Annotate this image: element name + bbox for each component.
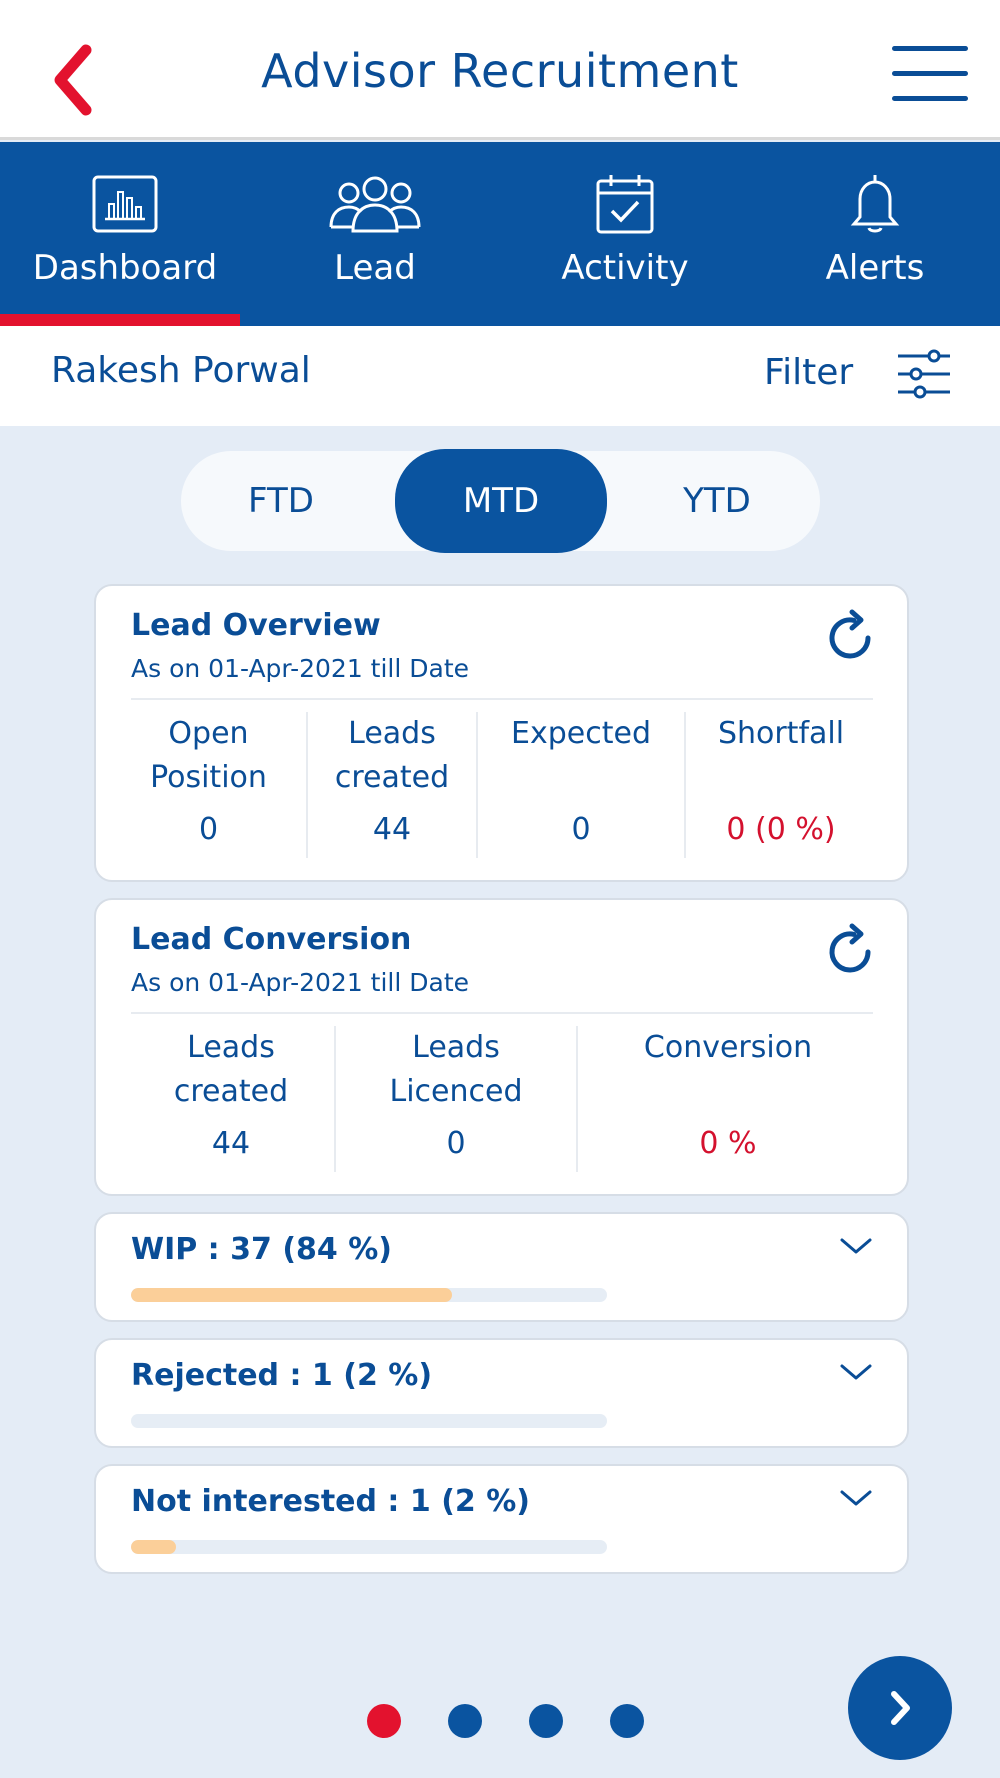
filter-button[interactable]: Filter [764, 352, 854, 393]
stat-value: 0 [571, 812, 591, 847]
chevron-down-icon[interactable] [838, 1234, 874, 1260]
stat-value: 0 % [699, 1126, 757, 1161]
card-title: Lead Conversion [131, 922, 412, 957]
calendar-check-icon [570, 166, 680, 242]
tab-lead[interactable]: Lead [250, 142, 500, 326]
divider [334, 1026, 336, 1172]
stat-label: Leads [412, 1030, 500, 1065]
period-mtd[interactable]: MTD [395, 449, 607, 553]
user-filter-row: Rakesh Porwal Filter [0, 326, 1000, 426]
progress-fill [131, 1540, 177, 1554]
divider [684, 712, 686, 858]
period-ftd[interactable]: FTD [248, 481, 314, 521]
back-arrow-icon[interactable] [46, 42, 106, 118]
next-page-button[interactable] [848, 1656, 952, 1760]
not-interested-status-card[interactable]: Not interested : 1 (2 %) [94, 1464, 909, 1574]
card-title: Rejected : 1 (2 %) [131, 1358, 433, 1393]
stat-label: created [173, 1074, 289, 1109]
progress-bar [131, 1414, 607, 1428]
progress-fill [131, 1288, 453, 1302]
stat-label: Licenced [389, 1074, 523, 1109]
lead-overview-card: Lead Overview As on 01-Apr-2021 till Dat… [94, 584, 909, 882]
stat-conversion: Conversion 0 % [578, 1026, 878, 1172]
tab-label: Alerts [825, 248, 925, 288]
stat-label: Open [168, 716, 249, 751]
card-title: Not interested : 1 (2 %) [131, 1484, 530, 1519]
bar-chart-icon [70, 166, 180, 242]
tab-label: Dashboard [32, 248, 218, 288]
tab-alerts[interactable]: Alerts [750, 142, 1000, 326]
divider [131, 698, 873, 700]
stat-leads-created: Leads created 44 [308, 712, 476, 858]
wip-status-card[interactable]: WIP : 37 (84 %) [94, 1212, 909, 1322]
chevron-right-icon [891, 1691, 910, 1725]
divider [576, 1026, 578, 1172]
divider [131, 1012, 873, 1014]
stat-shortfall: Shortfall 0 (0 %) [686, 712, 876, 858]
chevron-down-icon[interactable] [838, 1360, 874, 1386]
period-segmented-control: FTD MTD YTD [181, 449, 820, 553]
active-tab-indicator [0, 314, 240, 326]
rejected-status-card[interactable]: Rejected : 1 (2 %) [94, 1338, 909, 1448]
user-name: Rakesh Porwal [51, 350, 311, 391]
card-title: Lead Overview [131, 608, 381, 643]
page-dot-3[interactable] [529, 1704, 563, 1738]
page-dot-4[interactable] [610, 1704, 644, 1738]
chevron-down-icon[interactable] [838, 1486, 874, 1512]
tab-label: Lead [334, 248, 416, 288]
stat-label: Position [150, 760, 267, 795]
stat-value: 0 (0 %) [726, 812, 836, 847]
stat-label: created [334, 760, 450, 795]
page-dot-2[interactable] [448, 1704, 482, 1738]
stat-label: Leads [187, 1030, 275, 1065]
refresh-icon[interactable] [824, 922, 880, 980]
stat-value: 44 [211, 1126, 251, 1161]
divider [306, 712, 308, 858]
stat-expected: Expected 0 [478, 712, 684, 858]
divider [476, 712, 478, 858]
stat-label: Expected [511, 716, 651, 751]
main-tab-bar: Dashboard Lead [0, 142, 1000, 326]
stat-label: Shortfall [717, 716, 845, 751]
refresh-icon[interactable] [824, 608, 880, 666]
stat-label: Leads [348, 716, 436, 751]
stat-leads-licenced: Leads Licenced 0 [336, 1026, 576, 1172]
tab-activity[interactable]: Activity [500, 142, 750, 326]
progress-bar [131, 1540, 607, 1554]
period-ytd[interactable]: YTD [683, 481, 751, 521]
stat-label: Conversion [643, 1030, 813, 1065]
tab-label: Activity [561, 248, 689, 288]
stat-value: 44 [372, 812, 412, 847]
page-title: Advisor Recruitment [261, 44, 739, 98]
card-subtitle: As on 01-Apr-2021 till Date [131, 654, 470, 683]
bell-icon [820, 166, 930, 242]
progress-bar [131, 1288, 607, 1302]
card-title: WIP : 37 (84 %) [131, 1232, 392, 1267]
hamburger-menu-icon[interactable] [892, 46, 972, 110]
people-icon [320, 166, 430, 242]
stat-open-position: Open Position 0 [131, 712, 286, 858]
page-dot-1[interactable] [367, 1704, 401, 1738]
tab-dashboard[interactable]: Dashboard [0, 142, 250, 326]
app-header: Advisor Recruitment [0, 0, 1000, 140]
stat-value: 0 [446, 1126, 466, 1161]
stat-value: 0 [198, 812, 219, 847]
card-subtitle: As on 01-Apr-2021 till Date [131, 968, 470, 997]
stat-leads-created: Leads created 44 [131, 1026, 331, 1172]
lead-conversion-card: Lead Conversion As on 01-Apr-2021 till D… [94, 898, 909, 1196]
filter-sliders-icon[interactable] [896, 346, 952, 402]
